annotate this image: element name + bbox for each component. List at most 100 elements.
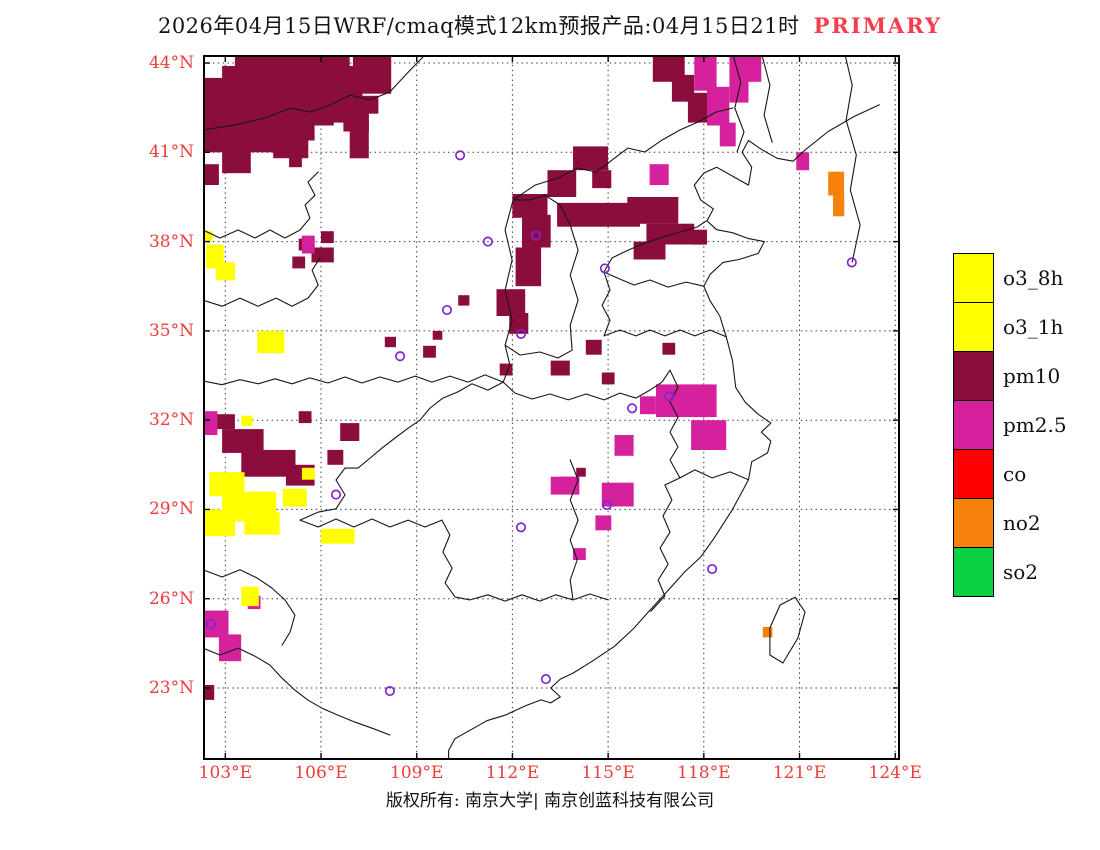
lon-tick-label: 112°E xyxy=(485,763,540,783)
province-border xyxy=(448,104,880,760)
pollution-cell-pm2.5 xyxy=(796,152,810,171)
station-marker xyxy=(384,685,395,697)
pollution-cell-pm10 xyxy=(222,429,264,453)
station-marker xyxy=(601,499,612,511)
pollution-cell-o3_8h xyxy=(215,262,235,281)
pollution-cell-pm2.5 xyxy=(573,548,586,560)
station-marker xyxy=(441,304,453,316)
pollution-cell-pm10 xyxy=(292,256,306,269)
lat-tick-label: 23°N xyxy=(148,677,194,698)
province-border xyxy=(512,107,734,201)
pollution-cell-no2 xyxy=(833,194,845,217)
province-border xyxy=(299,467,346,521)
legend-label: no2 xyxy=(1003,511,1041,535)
station-marker xyxy=(515,328,527,339)
pollution-cell-pm10 xyxy=(359,95,379,114)
province-border xyxy=(344,381,504,469)
pollution-cell-pm10 xyxy=(273,137,309,159)
station-marker xyxy=(540,674,551,685)
pollution-cell-pm10 xyxy=(384,336,396,348)
pollution-cell-pm2.5 xyxy=(601,482,634,507)
legend-swatch-co xyxy=(953,449,994,499)
legend-label: o3_1h xyxy=(1003,315,1064,339)
pollution-cell-pm10 xyxy=(289,155,302,168)
province-border xyxy=(203,374,504,386)
lon-tick-label: 118°E xyxy=(677,763,731,783)
province-border xyxy=(844,55,861,263)
station-marker xyxy=(455,150,466,161)
lat-tick-label: 26°N xyxy=(148,588,194,609)
legend-item-o3_1h: o3_1h xyxy=(953,302,1067,352)
map-area xyxy=(203,55,900,760)
legend-item-pm10: pm10 xyxy=(953,351,1067,401)
legend-label: o3_8h xyxy=(1003,266,1064,290)
legend-label: pm2.5 xyxy=(1003,413,1067,437)
lat-tick-label: 38°N xyxy=(148,231,194,252)
legend-item-so2: so2 xyxy=(953,547,1067,597)
pollution-cell-pm10 xyxy=(327,449,344,465)
pollution-cell-pm10 xyxy=(512,194,548,218)
pollution-cell-pm2.5 xyxy=(691,420,727,450)
pollution-cell-pm2.5 xyxy=(301,235,315,254)
pollution-cell-no2 xyxy=(762,627,773,638)
lon-tick-label: 115°E xyxy=(581,763,635,783)
pollution-cell-pm10 xyxy=(340,423,360,441)
pollution-cell-o3_8h xyxy=(203,509,235,537)
province-border xyxy=(601,271,727,338)
pollution-cell-pm10 xyxy=(646,223,695,245)
pollution-cell-o3_8h xyxy=(257,330,285,354)
lon-tick-label: 121°E xyxy=(772,763,827,783)
pollution-cell-pm10 xyxy=(601,372,615,385)
station-marker xyxy=(205,618,217,630)
pollution-cell-pm2.5 xyxy=(649,164,669,185)
pollution-cell-pm10 xyxy=(550,360,570,376)
copyright: 版权所有: 南京大学| 南京创蓝科技有限公司 xyxy=(385,791,715,811)
lon-tick-label: 103°E xyxy=(198,763,253,783)
pollution-cell-pm10 xyxy=(557,202,640,227)
station-marker xyxy=(395,351,406,362)
province-border xyxy=(441,519,609,602)
pollution-cell-o3_8h xyxy=(301,467,315,480)
legend-swatch-so2 xyxy=(953,547,994,597)
pollution-cell-o3_8h xyxy=(203,231,213,242)
station-marker xyxy=(599,263,610,274)
pollution-cell-o3_8h xyxy=(244,512,280,535)
legend-swatch-pm10 xyxy=(953,351,994,401)
province-border xyxy=(203,55,426,131)
station-marker xyxy=(846,257,857,268)
pollution-cell-pm10 xyxy=(203,101,334,126)
pollution-cell-pm10 xyxy=(573,146,609,171)
province-border xyxy=(504,194,579,359)
legend-item-co: co xyxy=(953,449,1067,499)
station-marker xyxy=(627,403,638,414)
pollution-cell-no2 xyxy=(828,171,845,196)
pollution-cell-pm2.5 xyxy=(640,396,656,415)
pollution-cell-pm10 xyxy=(423,345,436,358)
pollution-cell-o3_8h xyxy=(241,586,259,607)
pollution-cell-pm10 xyxy=(203,164,219,185)
legend-swatch-pm2.5 xyxy=(953,400,994,450)
title-main: 2026年04月15日WRF/cmaq模式12km预报产品:04月15日21时 xyxy=(157,14,800,38)
pollution-cell-pm10 xyxy=(311,247,334,263)
pollution-cell-pm2.5 xyxy=(719,122,736,147)
lon-tick-label: 109°E xyxy=(390,763,444,783)
station-marker xyxy=(330,489,342,500)
station-marker xyxy=(707,563,718,575)
pollution-cell-pm10 xyxy=(627,197,679,224)
pollution-cell-o3_8h xyxy=(241,415,253,427)
pollution-cell-pm10 xyxy=(515,247,542,287)
pollution-cell-pm10 xyxy=(592,170,612,189)
pollution-cell-pm2.5 xyxy=(614,435,634,456)
legend-swatch-o3_8h xyxy=(953,253,994,303)
lat-tick-label: 44°N xyxy=(148,53,194,74)
pollution-cell-pm10 xyxy=(633,241,666,260)
province-border xyxy=(299,518,443,528)
station-marker xyxy=(530,230,542,241)
province-border xyxy=(669,369,681,479)
province-border xyxy=(203,647,391,736)
pollution-cell-o3_8h xyxy=(282,488,307,507)
legend-swatch-o3_1h xyxy=(953,302,994,352)
pollution-cell-pm10 xyxy=(499,363,513,376)
pollution-cell-pm10 xyxy=(298,411,312,424)
